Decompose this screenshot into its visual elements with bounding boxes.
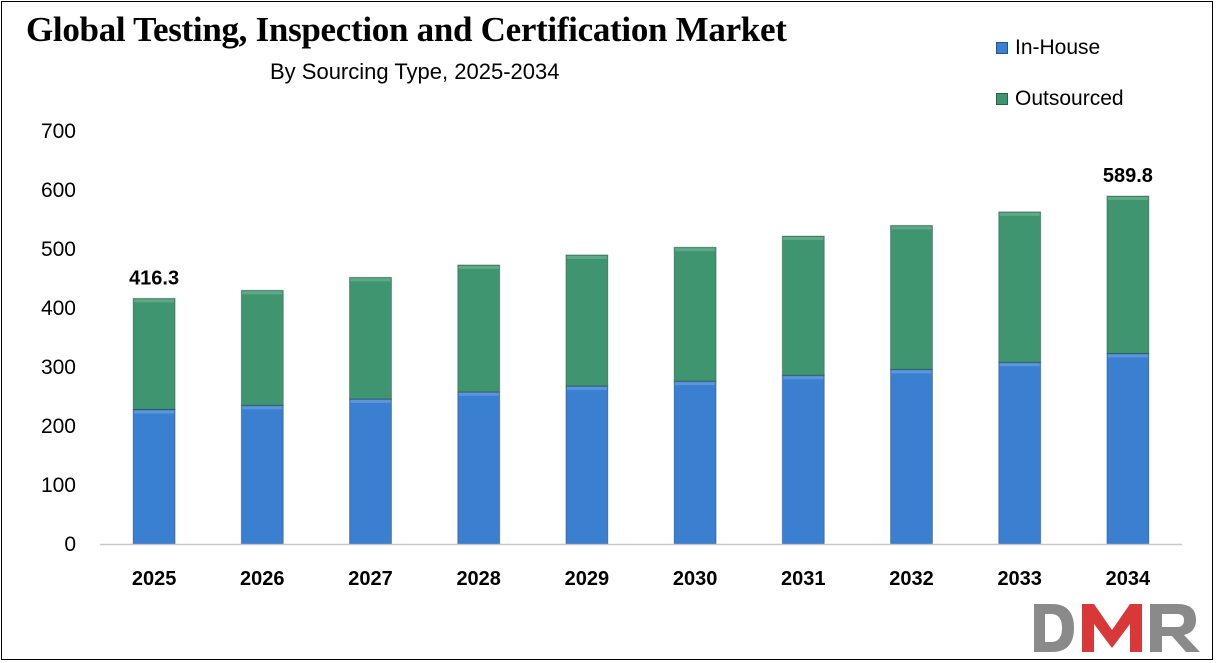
x-tick-label: 2034 [1106,568,1151,590]
chart-subtitle: By Sourcing Type, 2025-2034 [270,59,560,84]
bar-outsourced-2025 [132,297,176,410]
bar-highlight [242,406,283,410]
legend-label-outsourced: Outsourced [1015,87,1124,110]
bar-in-house-2027 [349,398,392,545]
bar-highlight [675,248,716,252]
y-tick-label: 200 [41,415,76,438]
bar-outsourced-2032 [890,224,933,370]
bar-in-house-2033 [998,361,1042,545]
y-tick-label: 100 [41,474,76,497]
x-tick-label: 2029 [565,568,610,590]
bar-in-house-2028 [457,391,501,545]
bar-highlight [891,226,932,230]
bar-highlight [458,265,499,269]
x-tick-label: 2027 [348,568,393,590]
x-tick-label: 2030 [673,568,718,590]
bar-highlight [1107,354,1148,358]
data-label: 589.8 [1103,165,1153,187]
bars [132,195,1150,545]
y-tick-label: 600 [41,179,76,202]
bar-highlight [242,291,283,295]
legend-item-in-house: In-House [996,36,1100,60]
y-tick-label: 300 [41,356,76,379]
bar-highlight [675,382,716,386]
bar-highlight [783,237,824,241]
bar-highlight [566,386,607,390]
bar-highlight [350,399,391,403]
bar-in-house-2030 [673,380,717,545]
bar-highlight [134,299,175,303]
bar-highlight [1107,197,1148,201]
data-label: 416.3 [129,267,179,289]
dmr-logo [1034,604,1200,652]
y-axis: 0 100 200 300 400 500 600 700 [41,120,76,556]
bar-highlight [783,376,824,380]
x-tick-label: 2025 [132,568,177,590]
bar-in-house-2026 [240,404,284,545]
bar-outsourced-2034 [1106,195,1150,354]
legend-swatch-in-house [996,42,1008,54]
bar-outsourced-2027 [349,276,392,400]
x-axis: 2025 2026 2027 2028 2029 2030 2031 2032 2033 2034 [132,568,1151,590]
bar-outsourced-2026 [240,289,284,406]
bar-highlight [999,363,1040,367]
legend-item-outsourced: Outsourced [996,87,1124,111]
x-tick-label: 2031 [781,568,826,590]
bar-highlight [458,392,499,396]
legend-label-in-house: In-House [1015,36,1101,59]
y-tick-label: 400 [41,297,76,320]
bar-in-house-2029 [565,385,609,545]
bar-in-house-2031 [781,374,825,545]
data-labels: 416.3 589.8 [129,165,1153,289]
bar-highlight [134,410,175,414]
bar-outsourced-2028 [457,264,501,393]
x-tick-label: 2026 [240,568,285,590]
x-tick-label: 2028 [456,568,501,590]
bar-outsourced-2029 [565,254,609,387]
y-tick-label: 500 [41,238,76,261]
bar-outsourced-2033 [998,211,1042,363]
bar-highlight [891,370,932,374]
bar-highlight [999,212,1040,216]
bar-outsourced-2030 [673,246,717,382]
legend-swatch-outsourced [996,93,1008,105]
x-tick-label: 2033 [997,568,1042,590]
y-tick-label: 700 [41,120,76,143]
bar-in-house-2025 [132,408,176,545]
bar-in-house-2034 [1106,352,1150,545]
bar-outsourced-2031 [781,235,825,376]
bar-in-house-2032 [890,368,933,545]
x-tick-label: 2032 [889,568,934,590]
bar-highlight [566,255,607,259]
y-tick-label: 0 [64,533,76,556]
chart-title: Global Testing, Inspection and Certifica… [26,10,787,49]
bar-highlight [350,278,391,282]
